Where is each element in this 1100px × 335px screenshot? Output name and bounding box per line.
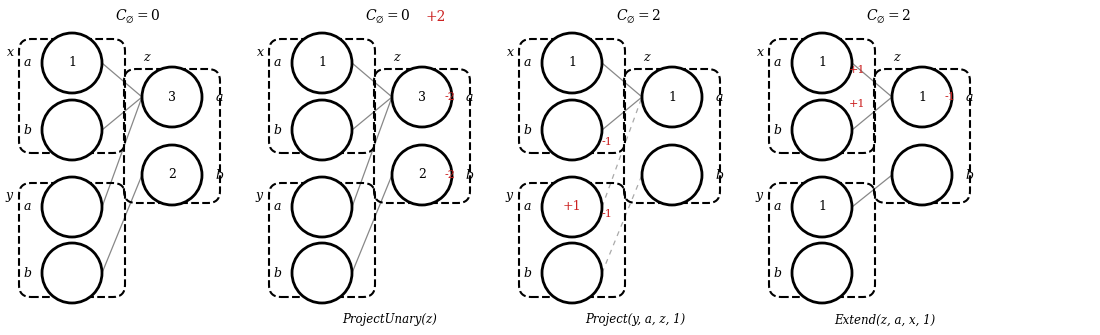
Text: 1: 1 [918,90,926,104]
Text: $a$: $a$ [965,90,974,104]
Circle shape [792,100,852,160]
Text: 2: 2 [168,169,176,182]
Text: +2: +2 [426,10,447,24]
Text: $a$: $a$ [773,201,782,213]
Text: $a$: $a$ [465,90,474,104]
Text: Project(y, a, z, 1): Project(y, a, z, 1) [585,314,685,327]
Text: $b$: $b$ [522,123,532,137]
Circle shape [792,243,852,303]
Text: 1: 1 [568,57,576,69]
Text: $y$: $y$ [756,190,764,204]
Text: $b$: $b$ [23,266,32,280]
Circle shape [542,243,602,303]
Text: Extend(z, a, x, 1): Extend(z, a, x, 1) [835,314,936,327]
Text: 3: 3 [168,90,176,104]
Text: $C_{\emptyset} = 2$: $C_{\emptyset} = 2$ [866,8,911,26]
Text: $b$: $b$ [273,266,282,280]
Text: 1: 1 [818,201,826,213]
Text: $a$: $a$ [23,201,32,213]
Circle shape [42,177,102,237]
Text: $a$: $a$ [773,57,782,69]
Text: $x$: $x$ [506,46,515,59]
Text: $a$: $a$ [715,90,724,104]
Text: $y$: $y$ [6,190,14,204]
Text: 3: 3 [418,90,426,104]
Text: $y$: $y$ [255,190,265,204]
Circle shape [792,177,852,237]
Text: ProjectUnary(z): ProjectUnary(z) [342,314,438,327]
Text: 1: 1 [668,90,676,104]
Text: $b$: $b$ [715,168,724,182]
Circle shape [892,67,952,127]
Text: $b$: $b$ [522,266,532,280]
Text: $C_{\emptyset} = 2$: $C_{\emptyset} = 2$ [616,8,660,26]
Text: $a$: $a$ [274,57,282,69]
Text: $a$: $a$ [274,201,282,213]
Text: 1: 1 [818,57,826,69]
Text: $b$: $b$ [23,123,32,137]
Circle shape [42,33,102,93]
Text: $C_{\emptyset} = 0$: $C_{\emptyset} = 0$ [116,8,161,26]
Text: +1: +1 [849,98,866,109]
Circle shape [392,67,452,127]
Circle shape [42,100,102,160]
Text: $C_{\emptyset} = 0$: $C_{\emptyset} = 0$ [365,8,410,26]
Circle shape [542,33,602,93]
Circle shape [42,243,102,303]
Circle shape [142,67,202,127]
Circle shape [542,100,602,160]
Circle shape [292,100,352,160]
Circle shape [642,145,702,205]
Text: $x$: $x$ [255,46,264,59]
Text: $b$: $b$ [214,168,224,182]
Text: $a$: $a$ [214,90,223,104]
Text: +1: +1 [849,65,866,75]
Circle shape [542,177,602,237]
Text: -1: -1 [945,92,956,102]
Text: $a$: $a$ [524,57,532,69]
Text: $z$: $z$ [143,51,152,64]
Text: $b$: $b$ [465,168,474,182]
Text: -2: -2 [444,170,455,180]
Circle shape [642,67,702,127]
Circle shape [892,145,952,205]
Text: $x$: $x$ [6,46,14,59]
Text: -2: -2 [444,92,455,102]
Text: $b$: $b$ [965,168,975,182]
Text: 2: 2 [418,169,426,182]
Text: $y$: $y$ [505,190,515,204]
Text: +1: +1 [563,201,581,213]
Text: $z$: $z$ [393,51,402,64]
Text: $b$: $b$ [773,266,782,280]
Text: 1: 1 [318,57,326,69]
Text: -1: -1 [602,209,613,219]
Circle shape [142,145,202,205]
Text: $b$: $b$ [273,123,282,137]
Text: $a$: $a$ [23,57,32,69]
Circle shape [292,33,352,93]
Circle shape [292,177,352,237]
Text: $a$: $a$ [524,201,532,213]
Text: $x$: $x$ [756,46,764,59]
Circle shape [392,145,452,205]
Text: -1: -1 [602,137,613,147]
Circle shape [792,33,852,93]
Text: 1: 1 [68,57,76,69]
Text: $z$: $z$ [892,51,901,64]
Circle shape [292,243,352,303]
Text: $z$: $z$ [642,51,651,64]
Text: $b$: $b$ [773,123,782,137]
